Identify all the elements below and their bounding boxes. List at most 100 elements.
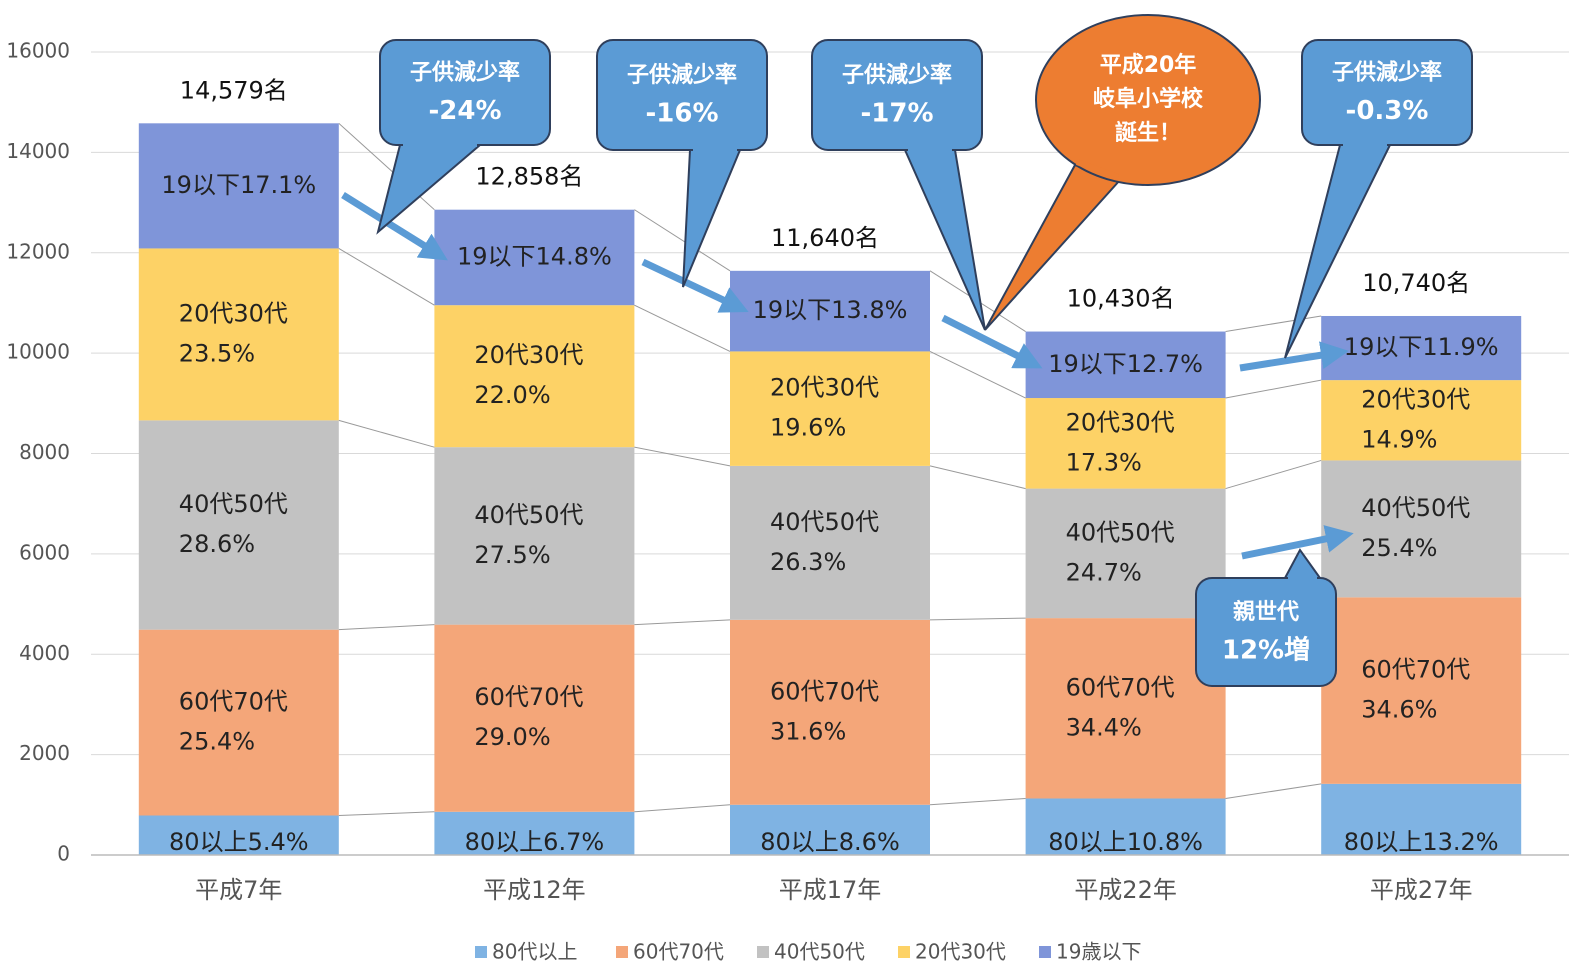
segment-label: 31.6% [770, 717, 846, 745]
bar-segment [138, 123, 339, 249]
total-label: 14,579名 [180, 76, 288, 104]
legend-label: 19歳以下 [1056, 940, 1141, 964]
segment-label: 17.3% [1066, 448, 1142, 476]
segment-label: 80以上13.2% [1344, 828, 1499, 856]
segment-label: 80以上10.8% [1048, 828, 1203, 856]
x-tick-label: 平成22年 [1074, 876, 1177, 904]
segment-label: 25.4% [179, 728, 255, 756]
callout-bubble [1035, 14, 1261, 186]
callout-text: 岐阜小学校 [1093, 86, 1204, 112]
bar-segment [1025, 618, 1226, 799]
legend-swatch [757, 946, 769, 958]
connector [1225, 379, 1322, 399]
segment-label: 60代70代 [770, 677, 879, 705]
bar-segment [730, 270, 930, 352]
x-tick-label: 平成12年 [483, 876, 586, 904]
callout-text: 子供減少率 [1332, 60, 1442, 86]
y-tick-label: 6000 [19, 540, 70, 564]
bar-segment [138, 815, 339, 855]
y-tick-label: 4000 [19, 641, 70, 665]
legend-swatch [616, 946, 628, 958]
total-label: 12,858名 [475, 163, 583, 191]
callout-text: -0.3% [1346, 96, 1429, 126]
connector [1225, 315, 1322, 333]
bar-segment [1025, 398, 1226, 489]
segment-label: 20代30代 [474, 341, 583, 369]
trend-arrow [1239, 341, 1349, 372]
connector [1225, 459, 1322, 490]
segment-label: 19以下12.7% [1048, 350, 1203, 378]
legend-swatch [475, 946, 487, 958]
connector [634, 209, 731, 272]
segment-label: 24.7% [1066, 558, 1142, 586]
legend-label: 80代以上 [492, 940, 577, 964]
bar-segment [1321, 597, 1522, 784]
segment-label: 40代50代 [179, 490, 288, 518]
bar-segment [434, 447, 635, 625]
connector [929, 350, 1026, 399]
connector [929, 797, 1026, 806]
x-tick-label: 平成27年 [1370, 876, 1473, 904]
segment-label: 28.6% [179, 530, 255, 558]
legend-label: 20代30代 [915, 940, 1006, 964]
segment-label: 19以下13.8% [753, 296, 908, 324]
callout-box [811, 39, 983, 151]
legend-swatch [1039, 946, 1051, 958]
callout-text: 親世代 [1233, 600, 1299, 625]
segment-label: 22.0% [474, 381, 550, 409]
segment-label: 60代70代 [474, 683, 583, 711]
segment-label: 60代70代 [1066, 673, 1175, 701]
callout-text: 誕生！ [1115, 120, 1181, 146]
callout-text: -16% [645, 99, 718, 129]
bar-segment [730, 804, 930, 855]
segment-label: 20代30代 [770, 374, 879, 402]
bar-segment [1321, 315, 1522, 381]
bar-segment [434, 624, 635, 812]
bar-segment [434, 209, 635, 306]
y-tick-label: 8000 [19, 440, 70, 464]
segment-label: 80以上8.6% [760, 828, 900, 856]
segment-label: 40代50代 [1361, 494, 1470, 522]
callout-text: -17% [860, 99, 933, 129]
segment-label: 14.9% [1361, 425, 1437, 453]
callout-box [379, 39, 551, 146]
y-tick-label: 10000 [6, 340, 70, 364]
bar-segment [1321, 380, 1522, 461]
callout-box [1195, 577, 1337, 687]
callout: 親世代 12%増 [1195, 548, 1337, 687]
segment-label: 60代70代 [1361, 656, 1470, 684]
callout-text: 子供減少率 [627, 62, 737, 88]
callout-text: 12%増 [1222, 636, 1310, 666]
bar-segment [138, 420, 339, 630]
callout-text: 平成20年 [1100, 52, 1197, 78]
connector [338, 248, 435, 306]
total-label: 10,740名 [1362, 269, 1470, 297]
bar-segment [1321, 460, 1522, 598]
callout-box [1301, 39, 1473, 146]
total-label: 11,640名 [771, 224, 879, 252]
callout-text: -24% [428, 96, 501, 126]
connector [338, 624, 435, 631]
x-tick-label: 平成7年 [195, 876, 282, 904]
segment-label: 27.5% [474, 541, 550, 569]
callout-text: 子供減少率 [842, 62, 952, 88]
legend-label: 40代50代 [774, 940, 865, 964]
segment-label: 29.0% [474, 723, 550, 751]
segment-label: 19.6% [770, 414, 846, 442]
connector [929, 617, 1026, 621]
segment-label: 20代30代 [179, 299, 288, 327]
callout: 子供減少率 -24% [376, 39, 551, 235]
bar-segment [434, 811, 635, 855]
connector [634, 619, 731, 626]
connector [929, 465, 1026, 490]
segment-label: 40代50代 [1066, 518, 1175, 546]
bar-segment [434, 305, 635, 448]
connector [634, 446, 731, 467]
segment-label: 80以上6.7% [465, 828, 605, 856]
x-tick-label: 平成17年 [779, 876, 882, 904]
segment-label: 19以下11.9% [1344, 333, 1499, 361]
total-label: 10,430名 [1067, 285, 1175, 313]
callout-box [596, 39, 768, 151]
trend-arrow [941, 314, 1043, 369]
